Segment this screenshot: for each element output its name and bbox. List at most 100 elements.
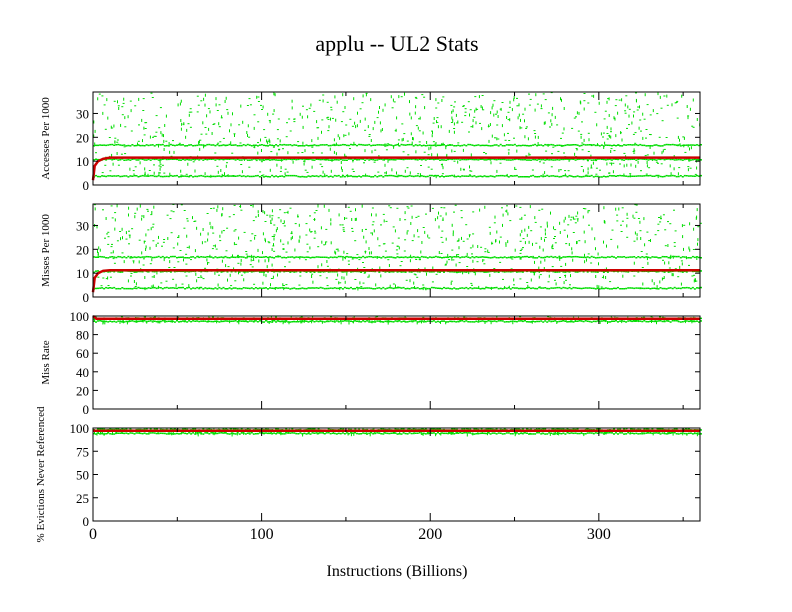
scatter-point	[445, 146, 447, 150]
scatter-point	[662, 149, 664, 153]
scatter-point	[471, 256, 474, 258]
scatter-point	[493, 268, 496, 270]
scatter-point	[180, 256, 182, 258]
scatter-point	[457, 142, 460, 144]
scatter-point	[203, 145, 205, 149]
scatter-point	[561, 132, 564, 134]
scatter-point	[113, 271, 116, 273]
scatter-point	[576, 175, 579, 177]
scatter-point	[566, 175, 569, 178]
scatter-point	[689, 222, 691, 226]
scatter-point	[577, 211, 579, 215]
scatter-point	[673, 320, 676, 322]
scatter-point	[489, 157, 491, 161]
scatter-point	[517, 433, 520, 435]
average-line	[91, 269, 700, 293]
scatter-point	[489, 231, 491, 235]
scatter-point	[200, 276, 203, 278]
scatter-point	[149, 320, 152, 322]
scatter-point	[315, 158, 318, 160]
scatter-point	[654, 320, 657, 322]
scatter-point	[390, 287, 393, 289]
scatter-point	[616, 220, 619, 222]
scatter-point	[270, 219, 272, 223]
scatter-point	[396, 158, 399, 160]
scatter-point	[604, 110, 607, 112]
scatter-point	[633, 114, 634, 118]
scatter-point	[202, 175, 205, 177]
scatter-point	[182, 158, 184, 161]
scatter-point	[467, 287, 470, 290]
scatter-point	[623, 433, 626, 435]
scatter-point	[166, 214, 169, 216]
scatter-point	[331, 144, 334, 146]
scatter-point	[369, 251, 371, 255]
scatter-point	[333, 138, 335, 142]
scatter-point	[660, 107, 663, 109]
scatter-point	[437, 125, 439, 129]
scatter-point	[570, 432, 573, 434]
scatter-point	[635, 432, 638, 435]
scatter-point	[106, 233, 109, 235]
scatter-point	[234, 159, 237, 161]
scatter-point	[252, 288, 255, 290]
scatter-point	[298, 145, 301, 146]
scatter-point	[147, 229, 150, 231]
scatter-point	[343, 286, 346, 289]
scatter-point	[451, 249, 454, 251]
scatter-point	[289, 144, 292, 146]
scatter-point	[499, 108, 502, 110]
scatter-point	[418, 175, 421, 178]
scatter-point	[432, 320, 435, 322]
scatter-point	[182, 428, 184, 431]
scatter-point	[696, 174, 698, 177]
scatter-point	[297, 433, 300, 435]
scatter-point	[137, 142, 138, 146]
scatter-point	[107, 243, 110, 245]
scatter-point	[119, 320, 121, 324]
scatter-point	[547, 143, 549, 147]
scatter-point	[316, 120, 318, 124]
scatter-point	[374, 149, 377, 151]
scatter-point	[226, 144, 229, 146]
scatter-point	[148, 170, 151, 171]
scatter-point	[683, 158, 686, 161]
scatter-point	[267, 141, 269, 145]
scatter-point	[410, 132, 412, 136]
scatter-point	[218, 122, 220, 126]
scatter-point	[287, 241, 289, 245]
scatter-point	[632, 214, 634, 218]
scatter-point	[283, 212, 286, 214]
scatter-point	[483, 432, 486, 435]
scatter-point	[552, 146, 555, 148]
scatter-point	[386, 287, 389, 289]
scatter-point	[360, 271, 363, 273]
scatter-point	[240, 428, 243, 430]
scatter-point	[315, 144, 318, 147]
scatter-point	[210, 144, 213, 146]
scatter-point	[526, 159, 528, 161]
scatter-point	[230, 123, 232, 127]
scatter-point	[538, 175, 541, 178]
scatter-point	[414, 144, 417, 146]
scatter-point	[188, 175, 191, 178]
scatter-point	[560, 287, 563, 290]
scatter-point	[201, 320, 204, 322]
scatter-point	[455, 113, 457, 117]
scatter-point	[536, 159, 539, 161]
scatter-point	[147, 256, 150, 258]
scatter-point	[271, 144, 274, 147]
scatter-point	[485, 256, 488, 258]
scatter-point	[376, 432, 379, 434]
scatter-point	[129, 428, 132, 430]
scatter-point	[472, 259, 474, 263]
scatter-point	[420, 320, 423, 322]
scatter-point	[662, 259, 664, 261]
scatter-point	[227, 278, 228, 282]
scatter-point	[560, 137, 562, 139]
scatter-point	[602, 271, 605, 273]
scatter-point	[499, 240, 500, 244]
scatter-point	[234, 175, 237, 177]
scatter-point	[475, 144, 478, 147]
scatter-point	[265, 256, 267, 258]
